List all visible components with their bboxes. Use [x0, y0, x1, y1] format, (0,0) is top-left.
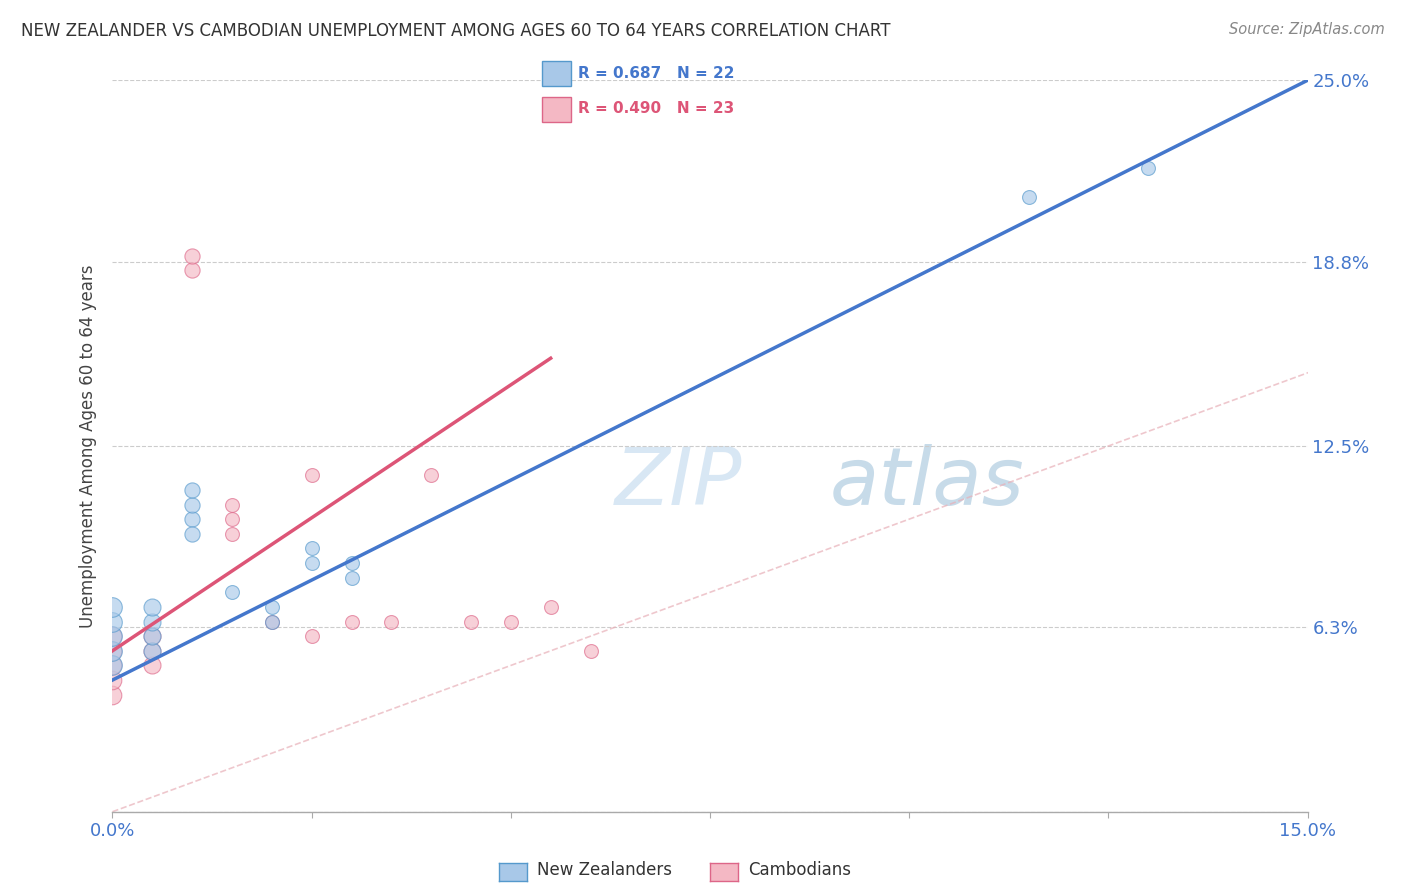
Point — [221, 498, 243, 512]
Point — [101, 658, 124, 673]
Point — [101, 615, 124, 629]
Point — [141, 658, 163, 673]
Text: NEW ZEALANDER VS CAMBODIAN UNEMPLOYMENT AMONG AGES 60 TO 64 YEARS CORRELATION CH: NEW ZEALANDER VS CAMBODIAN UNEMPLOYMENT … — [21, 22, 890, 40]
Point — [141, 629, 163, 643]
Point — [141, 615, 163, 629]
Point — [181, 483, 204, 497]
Point — [340, 556, 363, 570]
Point — [101, 673, 124, 687]
Point — [101, 688, 124, 702]
Point — [540, 599, 562, 614]
Text: R = 0.490   N = 23: R = 0.490 N = 23 — [578, 102, 735, 116]
Point — [141, 644, 163, 658]
Point — [181, 263, 204, 277]
Point — [1137, 161, 1160, 175]
Point — [101, 629, 124, 643]
Text: atlas: atlas — [830, 443, 1025, 522]
Point — [340, 571, 363, 585]
Point — [221, 526, 243, 541]
Point — [340, 615, 363, 629]
Point — [101, 629, 124, 643]
Point — [181, 249, 204, 263]
Point — [579, 644, 602, 658]
Point — [301, 468, 323, 483]
FancyBboxPatch shape — [543, 96, 571, 122]
Point — [141, 599, 163, 614]
Text: ZIP: ZIP — [614, 443, 742, 522]
Point — [141, 629, 163, 643]
Point — [221, 585, 243, 599]
Point — [181, 512, 204, 526]
Point — [101, 644, 124, 658]
Point — [260, 615, 283, 629]
Text: Source: ZipAtlas.com: Source: ZipAtlas.com — [1229, 22, 1385, 37]
Point — [101, 644, 124, 658]
Point — [460, 615, 482, 629]
Text: Cambodians: Cambodians — [748, 861, 851, 879]
FancyBboxPatch shape — [543, 62, 571, 87]
Point — [499, 615, 522, 629]
Point — [101, 599, 124, 614]
Point — [260, 615, 283, 629]
Point — [301, 556, 323, 570]
Point — [101, 658, 124, 673]
Point — [181, 526, 204, 541]
Point — [420, 468, 443, 483]
Point — [380, 615, 402, 629]
Y-axis label: Unemployment Among Ages 60 to 64 years: Unemployment Among Ages 60 to 64 years — [79, 264, 97, 628]
Point — [141, 644, 163, 658]
Point — [260, 599, 283, 614]
Point — [301, 629, 323, 643]
Point — [181, 498, 204, 512]
Point — [301, 541, 323, 556]
Point — [221, 512, 243, 526]
Text: R = 0.687   N = 22: R = 0.687 N = 22 — [578, 67, 735, 81]
Text: New Zealanders: New Zealanders — [537, 861, 672, 879]
Point — [1018, 190, 1040, 204]
